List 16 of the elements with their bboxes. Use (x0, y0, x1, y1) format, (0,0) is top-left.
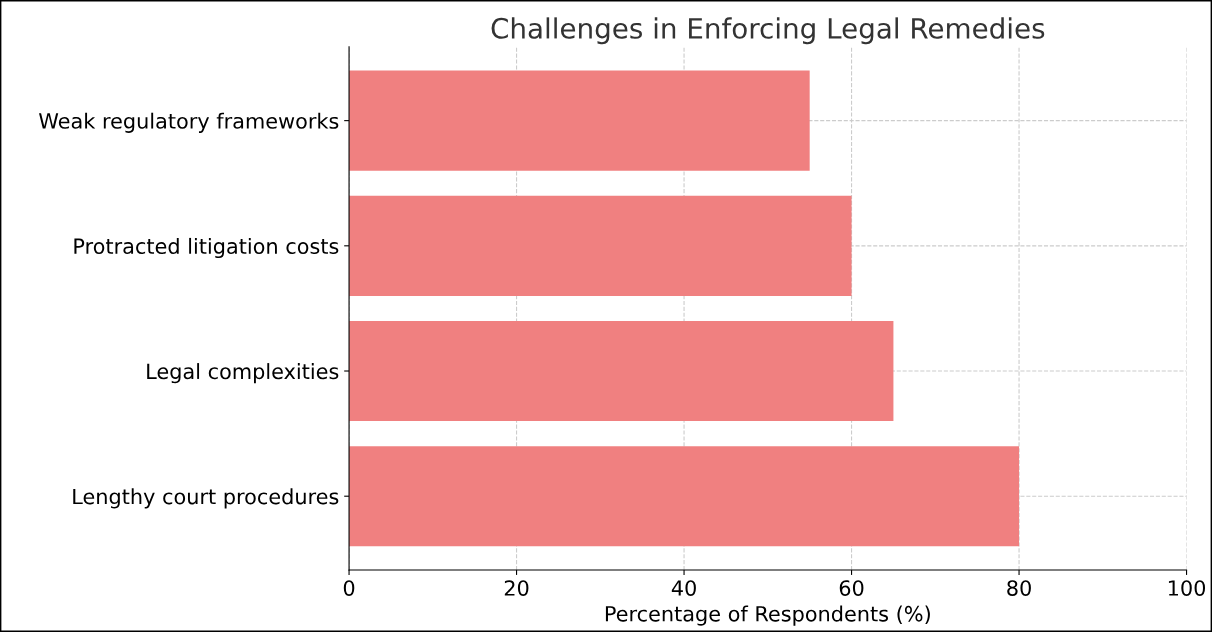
x-tick-label: 20 (504, 580, 529, 596)
x-tick-label: 80 (1007, 580, 1031, 596)
y-tick-label: Lengthy court procedures (73, 488, 339, 509)
bar (349, 195, 852, 296)
bar (349, 446, 1020, 547)
y-tick-label: Legal complexities (147, 363, 339, 384)
x-tick-label: 0 (343, 580, 355, 596)
x-tick-label: 40 (671, 580, 696, 596)
y-tick-label: Weak regulatory frameworks (39, 112, 339, 133)
chart-title: Challenges in Enforcing Legal Remedies (491, 17, 1045, 45)
x-tick-label: 100 (1168, 580, 1206, 596)
bar (349, 320, 894, 422)
x-axis-title: Percentage of Respondents (%) (605, 605, 930, 626)
y-tick-label: Protracted litigation costs (74, 237, 339, 259)
bar (349, 70, 810, 171)
x-tick-label: 60 (839, 580, 864, 596)
